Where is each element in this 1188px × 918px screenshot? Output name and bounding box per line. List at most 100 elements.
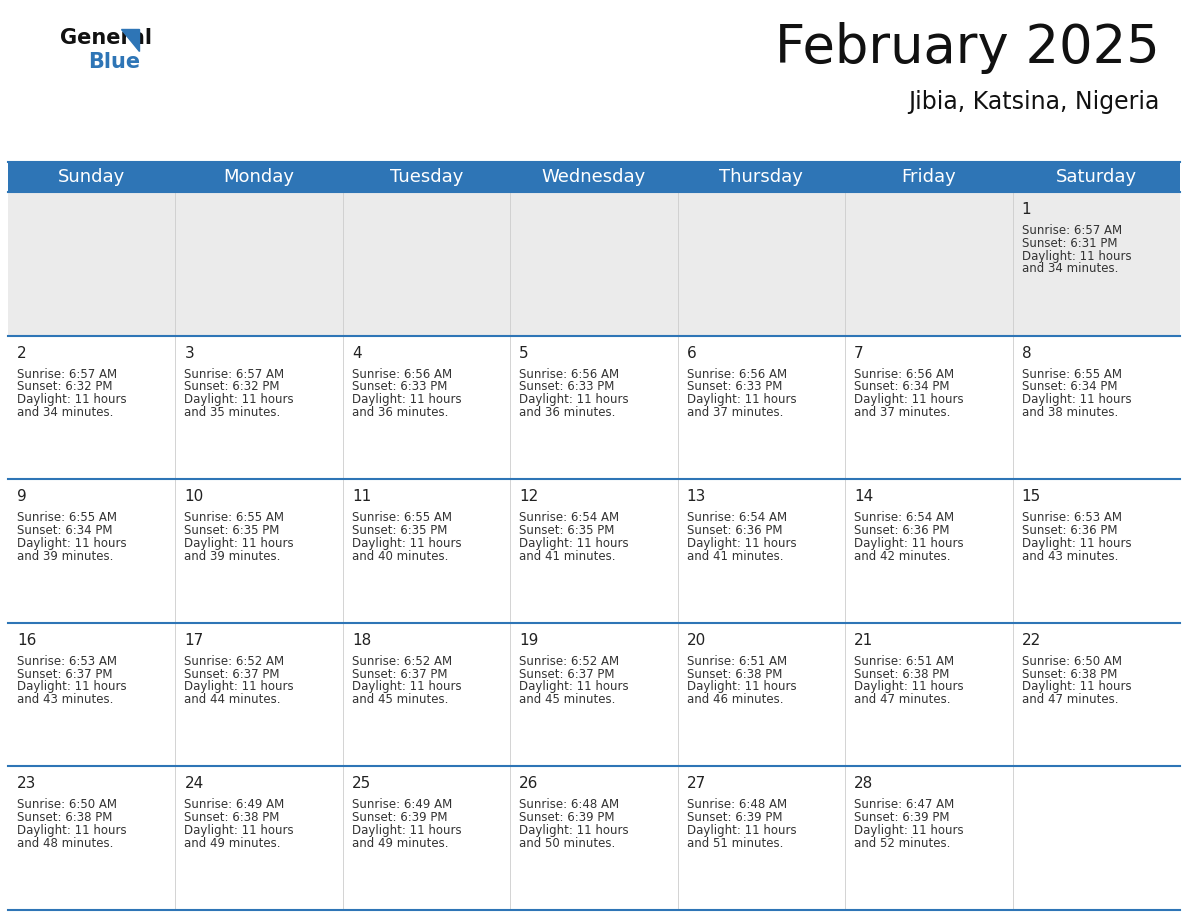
Text: Sunset: 6:38 PM: Sunset: 6:38 PM bbox=[1022, 667, 1117, 680]
Text: Sunrise: 6:56 AM: Sunrise: 6:56 AM bbox=[519, 367, 619, 381]
Text: Daylight: 11 hours: Daylight: 11 hours bbox=[854, 824, 963, 837]
Text: Sunset: 6:37 PM: Sunset: 6:37 PM bbox=[519, 667, 614, 680]
Text: Sunset: 6:38 PM: Sunset: 6:38 PM bbox=[17, 812, 113, 824]
Text: Daylight: 11 hours: Daylight: 11 hours bbox=[1022, 537, 1131, 550]
Text: 25: 25 bbox=[352, 777, 371, 791]
Text: Sunrise: 6:52 AM: Sunrise: 6:52 AM bbox=[184, 655, 285, 667]
Text: Sunrise: 6:47 AM: Sunrise: 6:47 AM bbox=[854, 799, 954, 812]
Text: 16: 16 bbox=[17, 633, 37, 648]
Text: Sunrise: 6:56 AM: Sunrise: 6:56 AM bbox=[352, 367, 451, 381]
Text: and 36 minutes.: and 36 minutes. bbox=[352, 406, 448, 419]
FancyBboxPatch shape bbox=[8, 622, 1180, 767]
Text: Daylight: 11 hours: Daylight: 11 hours bbox=[184, 680, 295, 693]
Text: Sunset: 6:34 PM: Sunset: 6:34 PM bbox=[17, 524, 113, 537]
Text: and 47 minutes.: and 47 minutes. bbox=[854, 693, 950, 706]
Text: Saturday: Saturday bbox=[1056, 168, 1137, 186]
Text: 3: 3 bbox=[184, 345, 194, 361]
Text: and 43 minutes.: and 43 minutes. bbox=[17, 693, 113, 706]
Text: 21: 21 bbox=[854, 633, 873, 648]
Text: Sunset: 6:35 PM: Sunset: 6:35 PM bbox=[184, 524, 280, 537]
Text: and 37 minutes.: and 37 minutes. bbox=[687, 406, 783, 419]
Text: Daylight: 11 hours: Daylight: 11 hours bbox=[854, 537, 963, 550]
Text: 6: 6 bbox=[687, 345, 696, 361]
Text: and 38 minutes.: and 38 minutes. bbox=[1022, 406, 1118, 419]
Text: and 43 minutes.: and 43 minutes. bbox=[1022, 550, 1118, 563]
Text: Sunrise: 6:57 AM: Sunrise: 6:57 AM bbox=[17, 367, 118, 381]
Text: 9: 9 bbox=[17, 489, 27, 504]
Text: Sunrise: 6:55 AM: Sunrise: 6:55 AM bbox=[1022, 367, 1121, 381]
Text: and 40 minutes.: and 40 minutes. bbox=[352, 550, 448, 563]
Text: Sunset: 6:38 PM: Sunset: 6:38 PM bbox=[687, 667, 782, 680]
Text: Sunset: 6:31 PM: Sunset: 6:31 PM bbox=[1022, 237, 1117, 250]
Text: Sunrise: 6:48 AM: Sunrise: 6:48 AM bbox=[687, 799, 786, 812]
Text: and 35 minutes.: and 35 minutes. bbox=[184, 406, 280, 419]
Text: Daylight: 11 hours: Daylight: 11 hours bbox=[184, 824, 295, 837]
Text: Monday: Monday bbox=[223, 168, 295, 186]
Text: 4: 4 bbox=[352, 345, 361, 361]
Text: Sunrise: 6:56 AM: Sunrise: 6:56 AM bbox=[687, 367, 786, 381]
Text: 5: 5 bbox=[519, 345, 529, 361]
Text: and 49 minutes.: and 49 minutes. bbox=[352, 837, 448, 850]
Text: 12: 12 bbox=[519, 489, 538, 504]
Text: 20: 20 bbox=[687, 633, 706, 648]
Text: Sunset: 6:37 PM: Sunset: 6:37 PM bbox=[352, 667, 448, 680]
Text: Sunset: 6:39 PM: Sunset: 6:39 PM bbox=[687, 812, 782, 824]
Text: Daylight: 11 hours: Daylight: 11 hours bbox=[352, 393, 461, 406]
Text: 14: 14 bbox=[854, 489, 873, 504]
Text: Sunrise: 6:53 AM: Sunrise: 6:53 AM bbox=[17, 655, 116, 667]
Text: Jibia, Katsina, Nigeria: Jibia, Katsina, Nigeria bbox=[909, 90, 1159, 114]
Text: and 51 minutes.: and 51 minutes. bbox=[687, 837, 783, 850]
Text: Sunset: 6:33 PM: Sunset: 6:33 PM bbox=[519, 380, 614, 394]
FancyBboxPatch shape bbox=[8, 336, 1180, 479]
Text: Sunrise: 6:51 AM: Sunrise: 6:51 AM bbox=[687, 655, 786, 667]
Text: Daylight: 11 hours: Daylight: 11 hours bbox=[687, 680, 796, 693]
FancyBboxPatch shape bbox=[8, 767, 1180, 910]
Polygon shape bbox=[121, 29, 139, 51]
Text: February 2025: February 2025 bbox=[776, 22, 1159, 74]
Text: 18: 18 bbox=[352, 633, 371, 648]
Text: 8: 8 bbox=[1022, 345, 1031, 361]
Text: Sunset: 6:38 PM: Sunset: 6:38 PM bbox=[184, 812, 280, 824]
Text: and 34 minutes.: and 34 minutes. bbox=[17, 406, 113, 419]
Text: and 42 minutes.: and 42 minutes. bbox=[854, 550, 950, 563]
Text: and 46 minutes.: and 46 minutes. bbox=[687, 693, 783, 706]
Text: Sunrise: 6:57 AM: Sunrise: 6:57 AM bbox=[184, 367, 285, 381]
Text: and 48 minutes.: and 48 minutes. bbox=[17, 837, 113, 850]
Text: Sunrise: 6:52 AM: Sunrise: 6:52 AM bbox=[352, 655, 451, 667]
Text: Daylight: 11 hours: Daylight: 11 hours bbox=[519, 537, 628, 550]
Text: and 47 minutes.: and 47 minutes. bbox=[1022, 693, 1118, 706]
Text: Sunset: 6:35 PM: Sunset: 6:35 PM bbox=[352, 524, 447, 537]
Text: Daylight: 11 hours: Daylight: 11 hours bbox=[1022, 393, 1131, 406]
Text: Sunset: 6:36 PM: Sunset: 6:36 PM bbox=[854, 524, 949, 537]
Text: Daylight: 11 hours: Daylight: 11 hours bbox=[519, 824, 628, 837]
Text: Daylight: 11 hours: Daylight: 11 hours bbox=[1022, 250, 1131, 263]
Text: Daylight: 11 hours: Daylight: 11 hours bbox=[519, 680, 628, 693]
Text: Sunrise: 6:54 AM: Sunrise: 6:54 AM bbox=[854, 511, 954, 524]
Text: Tuesday: Tuesday bbox=[390, 168, 463, 186]
Text: Daylight: 11 hours: Daylight: 11 hours bbox=[17, 537, 127, 550]
Text: 1: 1 bbox=[1022, 202, 1031, 217]
Text: Sunset: 6:32 PM: Sunset: 6:32 PM bbox=[17, 380, 113, 394]
Text: and 41 minutes.: and 41 minutes. bbox=[519, 550, 615, 563]
Text: Sunset: 6:35 PM: Sunset: 6:35 PM bbox=[519, 524, 614, 537]
Text: 22: 22 bbox=[1022, 633, 1041, 648]
Text: Daylight: 11 hours: Daylight: 11 hours bbox=[17, 393, 127, 406]
Text: General: General bbox=[61, 28, 152, 48]
Text: Sunset: 6:32 PM: Sunset: 6:32 PM bbox=[184, 380, 280, 394]
Text: Sunrise: 6:54 AM: Sunrise: 6:54 AM bbox=[687, 511, 786, 524]
Text: and 39 minutes.: and 39 minutes. bbox=[184, 550, 280, 563]
Text: 11: 11 bbox=[352, 489, 371, 504]
Text: Sunrise: 6:51 AM: Sunrise: 6:51 AM bbox=[854, 655, 954, 667]
Text: 19: 19 bbox=[519, 633, 538, 648]
Text: Sunset: 6:33 PM: Sunset: 6:33 PM bbox=[352, 380, 447, 394]
Text: and 45 minutes.: and 45 minutes. bbox=[352, 693, 448, 706]
Text: Sunset: 6:37 PM: Sunset: 6:37 PM bbox=[17, 667, 113, 680]
Text: Thursday: Thursday bbox=[720, 168, 803, 186]
Text: and 50 minutes.: and 50 minutes. bbox=[519, 837, 615, 850]
Text: and 37 minutes.: and 37 minutes. bbox=[854, 406, 950, 419]
Text: 17: 17 bbox=[184, 633, 203, 648]
Text: 26: 26 bbox=[519, 777, 538, 791]
Text: Sunset: 6:37 PM: Sunset: 6:37 PM bbox=[184, 667, 280, 680]
Text: Daylight: 11 hours: Daylight: 11 hours bbox=[352, 824, 461, 837]
Text: and 41 minutes.: and 41 minutes. bbox=[687, 550, 783, 563]
